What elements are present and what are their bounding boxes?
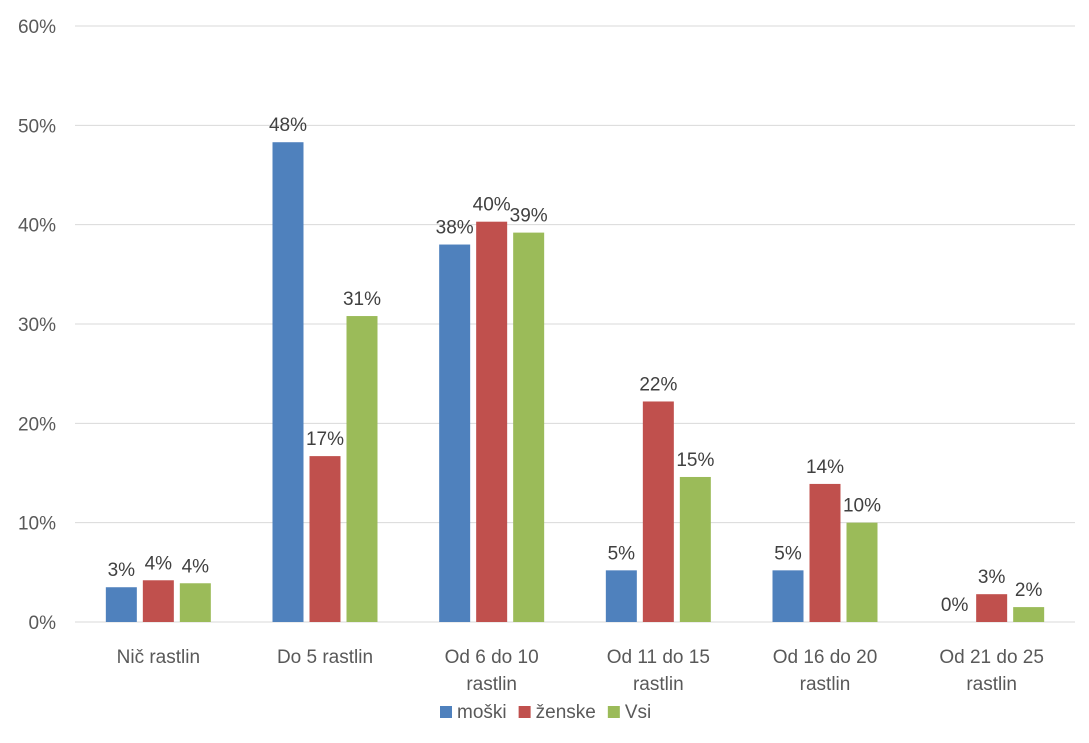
legend-swatch [518, 706, 531, 718]
x-axis-categories: Nič rastlin Do 5 rastlin Od 6 do 10 rastlin… [117, 647, 1044, 695]
x-category-label: Do 5 rastlin [277, 647, 373, 668]
x-category-label: Od 6 do 10 rastlin [445, 647, 539, 695]
data-label: 15% [676, 450, 714, 471]
data-label: 5% [608, 543, 636, 564]
data-label: 39% [510, 206, 548, 227]
legend-swatch [440, 706, 452, 718]
gridlines [75, 25, 1075, 623]
data-label: 3% [978, 567, 1006, 588]
x-category-label-line: Nič rastlin [117, 647, 200, 668]
bar-ženske [142, 580, 174, 622]
x-category-label: Nič rastlin [117, 647, 200, 668]
x-category-label-line: rastlin [633, 674, 684, 695]
y-tick-label: 20% [18, 414, 56, 435]
y-tick-label: 10% [18, 514, 56, 535]
x-category-label-line: Od 16 do 20 [773, 647, 878, 668]
bar-vsi [346, 316, 378, 622]
bar-ženske [476, 221, 508, 623]
bars [105, 142, 1045, 623]
data-label: 14% [806, 457, 844, 478]
data-label: 2% [1015, 580, 1043, 601]
bar-ženske [976, 594, 1008, 622]
data-label: 0% [941, 595, 969, 616]
data-labels: 3% 4% 4% 48% 17% 31% 38%40%39% 5% 22% 15% 5% 14% 10%… [108, 115, 1043, 616]
data-label: 38% [436, 218, 474, 239]
bar-moški [772, 570, 804, 622]
data-label: 40% [473, 195, 511, 216]
x-category-label: Od 16 do 20 rastlin [773, 647, 878, 695]
bar-moški [605, 570, 637, 622]
bar-vsi [179, 583, 211, 622]
x-category-label-line: rastlin [466, 674, 517, 695]
y-tick-label: 0% [29, 613, 57, 634]
bar-vsi [513, 232, 545, 622]
data-label: 22% [639, 374, 677, 395]
bar-ženske [642, 401, 674, 622]
y-tick-label: 60% [18, 17, 56, 38]
x-category-label-line: Od 21 do 25 [939, 647, 1044, 668]
data-label: 4% [182, 556, 210, 577]
data-label: 10% [843, 496, 881, 517]
data-label: 5% [774, 543, 802, 564]
legend: moški ženske Vsi [440, 702, 651, 723]
legend-label: ženske [536, 702, 596, 723]
y-tick-label: 40% [18, 216, 56, 237]
x-category-label: Od 21 do 25 rastlin [939, 647, 1044, 695]
y-axis-ticks: 0% 10% 20% 30% 40% 50% 60% [18, 17, 56, 634]
x-category-label-line: Od 6 do 10 [445, 647, 539, 668]
bar-ženske [309, 456, 341, 622]
x-category-label-line: rastlin [800, 674, 851, 695]
x-category-label-line: Do 5 rastlin [277, 647, 373, 668]
bar-moški [272, 142, 304, 622]
data-label: 17% [306, 429, 344, 450]
bar-moški [105, 587, 137, 622]
data-label: 48% [269, 115, 307, 136]
x-category-label-line: Od 11 do 15 [607, 647, 710, 668]
y-tick-label: 50% [18, 116, 56, 137]
bar-ženske [809, 483, 841, 622]
legend-swatch [607, 706, 620, 718]
legend-label: moški [457, 702, 507, 723]
bar-vsi [846, 522, 878, 622]
bar-moški [439, 244, 471, 623]
x-category-label: Od 11 do 15 rastlin [607, 647, 710, 695]
x-category-label-line: rastlin [966, 674, 1017, 695]
data-label: 4% [145, 553, 173, 574]
data-label: 31% [343, 289, 381, 310]
legend-label: Vsi [625, 702, 651, 723]
data-label: 3% [108, 560, 136, 581]
bar-vsi [679, 476, 711, 622]
y-tick-label: 30% [18, 315, 56, 336]
bar-vsi [1013, 607, 1045, 622]
